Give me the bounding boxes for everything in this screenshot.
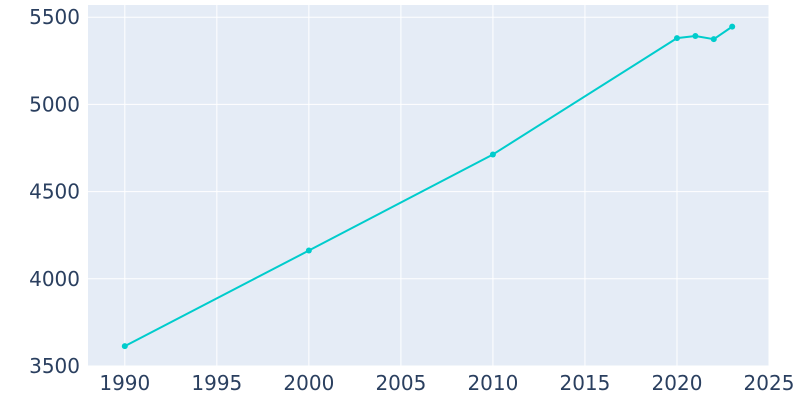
x-axis-tick-labels: 1990 1995 2000 2005 2010 2015 2020 2025	[99, 371, 794, 395]
x-tick-label-2000: 2000	[283, 371, 334, 395]
data-point-2021	[692, 33, 699, 40]
y-tick-label-4000: 4000	[29, 267, 80, 291]
data-point-2010	[489, 151, 496, 158]
x-tick-label-2010: 2010	[467, 371, 518, 395]
x-gridlines	[124, 5, 770, 366]
y-tick-label-4500: 4500	[29, 180, 80, 204]
y-axis-tick-labels: 3500 4000 4500 5000 5500	[29, 5, 80, 378]
y-tick-label-5500: 5500	[29, 5, 80, 29]
x-tick-label-2025: 2025	[744, 371, 795, 395]
y-gridlines	[88, 16, 769, 367]
data-point-2020	[673, 35, 680, 42]
data-point-1990	[121, 343, 128, 350]
x-tick-label-2020: 2020	[652, 371, 703, 395]
y-tick-label-3500: 3500	[29, 354, 80, 378]
x-tick-label-2015: 2015	[559, 371, 610, 395]
x-tick-label-1995: 1995	[191, 371, 242, 395]
x-tick-label-1990: 1990	[99, 371, 150, 395]
data-point-2023	[729, 23, 736, 30]
x-tick-label-2005: 2005	[375, 371, 426, 395]
data-point-2022	[710, 36, 717, 43]
series-points	[121, 23, 736, 350]
y-tick-label-5000: 5000	[29, 92, 80, 116]
data-point-2000	[305, 247, 312, 254]
